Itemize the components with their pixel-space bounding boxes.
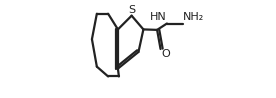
Text: S: S bbox=[128, 5, 135, 15]
Text: NH₂: NH₂ bbox=[183, 12, 204, 22]
Text: HN: HN bbox=[150, 12, 166, 22]
Text: O: O bbox=[161, 49, 170, 59]
